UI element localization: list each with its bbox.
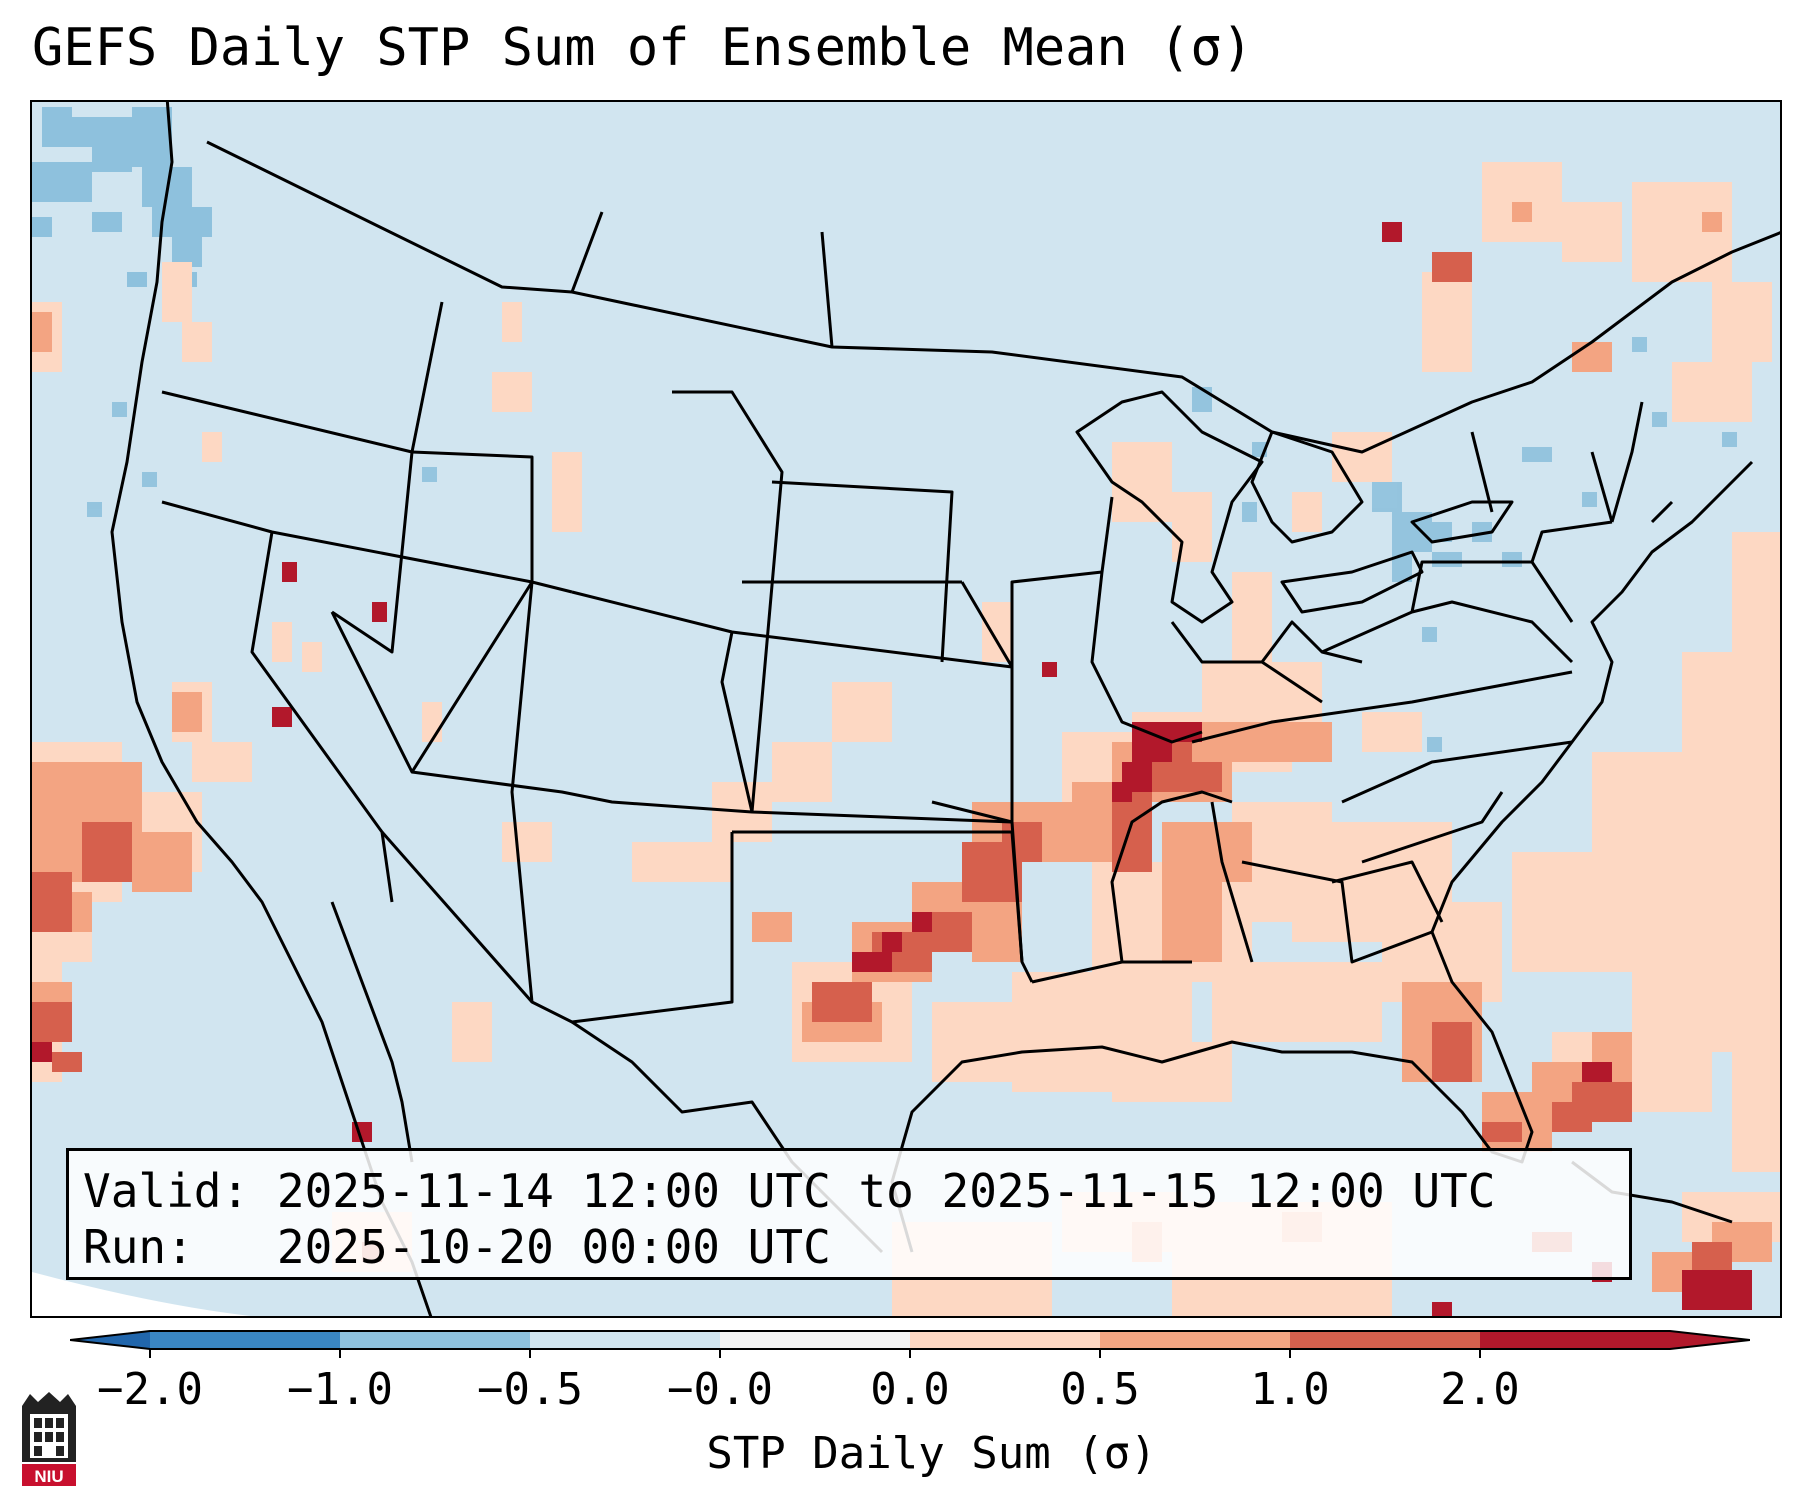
colorbar-bin [1100,1331,1291,1349]
colorbar-extend-max [1670,1331,1750,1349]
colorbar-bin [910,1331,1101,1349]
niu-logo-text: NIU [34,1467,63,1486]
colorbar-tick-label: 1.0 [1250,1364,1330,1415]
negative-anomaly-cells [32,107,1737,752]
colorbar-tick-label: −0.5 [477,1364,583,1415]
colorbar [70,1330,1750,1358]
projection-edge [32,1272,251,1316]
colorbar-bin [1290,1331,1481,1349]
colorbar-tick-label: 0.5 [1060,1364,1140,1415]
colorbar-label: STP Daily Sum (σ) [706,1428,1157,1479]
colorbar-bin [720,1331,911,1349]
colorbar-extend-min [70,1331,150,1349]
colorbar-tick-label: −0.0 [667,1364,773,1415]
colorbar-bin [340,1331,531,1349]
colorbar-tick-label: −2.0 [97,1364,203,1415]
colorbar-tick-label: −1.0 [287,1364,393,1415]
valid-label: Valid: [83,1164,250,1218]
colorbar-bin [1480,1331,1671,1349]
colorbar-tick-label: 2.0 [1440,1364,1520,1415]
state-borders [110,102,1780,1316]
niu-logo: NIU [22,1392,76,1486]
valid-time: 2025-11-14 12:00 UTC to 2025-11-15 12:00… [276,1164,1496,1218]
map-panel[interactable] [30,100,1782,1318]
colorbar-tick-label: 0.0 [870,1364,950,1415]
run-label: Run: [83,1220,194,1274]
valid-time-box: Valid: 2025-11-14 12:00 UTC to 2025-11-1… [66,1148,1632,1280]
page-title: GEFS Daily STP Sum of Ensemble Mean (σ) [32,18,1253,78]
map-canvas [32,102,1780,1316]
run-time: 2025-10-20 00:00 UTC [276,1220,831,1274]
colorbar-bin [530,1331,721,1349]
colorbar-bin [150,1331,341,1349]
positive-anomaly-cells [32,162,1780,1316]
